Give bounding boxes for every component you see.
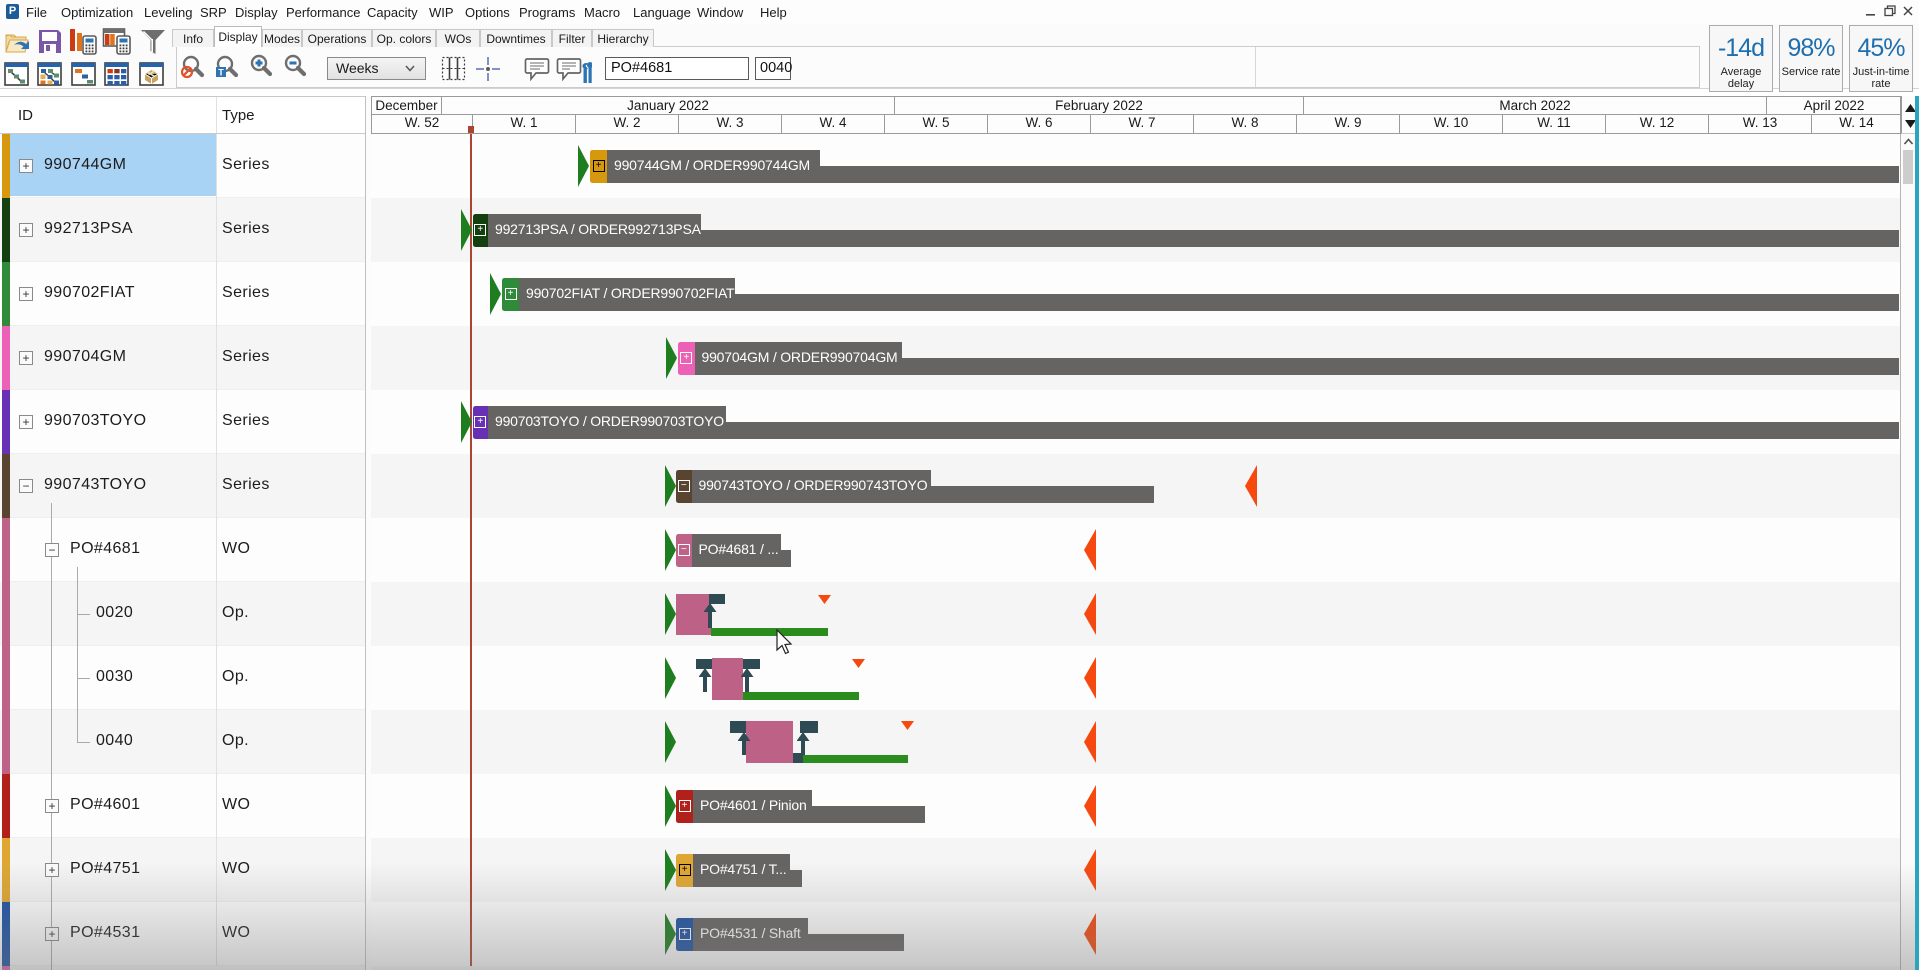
svg-text:T: T xyxy=(218,68,224,78)
